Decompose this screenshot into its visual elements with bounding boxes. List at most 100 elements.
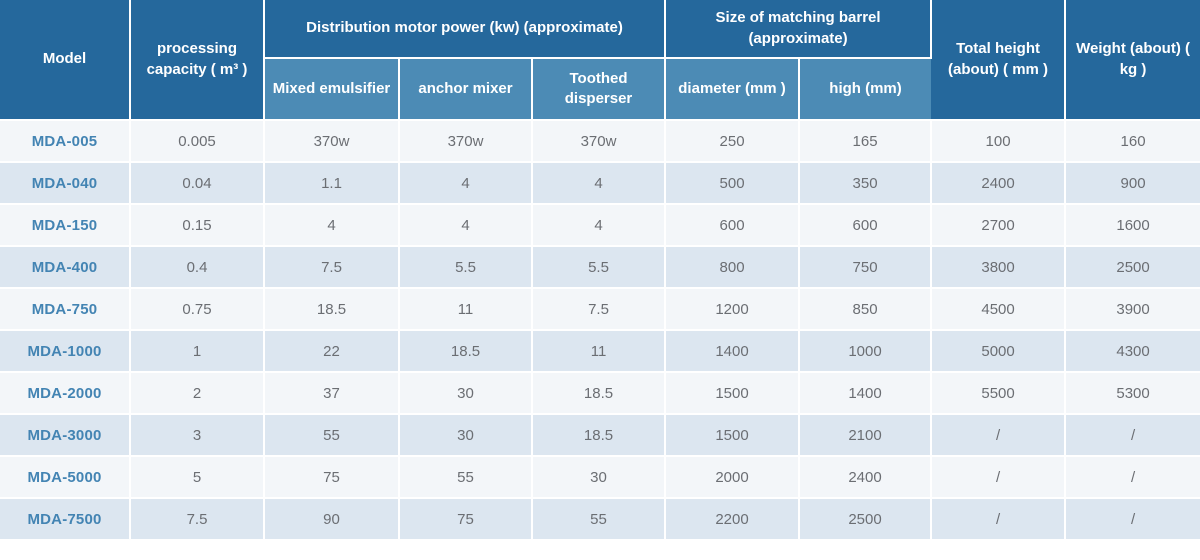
- value-cell-total-height: 2400: [931, 162, 1067, 205]
- col-header-total-height: Total height (about) ( mm ): [931, 0, 1067, 121]
- value-cell-total-height: 100: [931, 120, 1067, 163]
- value-cell-total-height: /: [931, 456, 1067, 499]
- table-row: MDA-1000 1 22 18.5 11 1400 1000 5000 4300: [0, 330, 1200, 373]
- value-cell-weight: 3900: [1065, 288, 1200, 331]
- value-cell-capacity: 1: [130, 330, 265, 373]
- value-cell-anchor: 30: [399, 414, 533, 457]
- value-cell-toothed: 30: [532, 456, 667, 499]
- value-cell-anchor: 30: [399, 372, 533, 415]
- table-row: MDA-3000 3 55 30 18.5 1500 2100//: [0, 414, 1200, 457]
- model-cell: MDA-5000: [0, 456, 131, 499]
- group-header-barrel-size: Size of matching barrel (approximate): [665, 0, 933, 59]
- model-cell: MDA-005: [0, 120, 131, 163]
- value-cell-toothed: 18.5: [532, 414, 667, 457]
- value-cell-high: 1400: [799, 372, 933, 415]
- value-cell-mixed: 18.5: [264, 288, 400, 331]
- table-header: Model processing capacity ( m³ ) Distrib…: [0, 0, 1200, 121]
- model-cell: MDA-750: [0, 288, 131, 331]
- table-row: MDA-750 0.75 18.5 11 7.5 1200 850 4500 3900: [0, 288, 1200, 331]
- value-cell-capacity: 0.04: [130, 162, 265, 205]
- value-cell-capacity: 0.15: [130, 204, 265, 247]
- group-header-motor-power: Distribution motor power (kw) (approxima…: [264, 0, 667, 59]
- value-cell-toothed: 7.5: [532, 288, 667, 331]
- value-cell-toothed: 55: [532, 498, 667, 541]
- value-cell-capacity: 0.75: [130, 288, 265, 331]
- table-row: MDA-005 0.005 370w 370w 370w 250 165 100 160: [0, 120, 1200, 163]
- value-cell-weight: 5300: [1065, 372, 1200, 415]
- model-cell: MDA-7500: [0, 498, 131, 541]
- col-header-anchor-mixer: anchor mixer: [399, 58, 533, 121]
- model-cell: MDA-1000: [0, 330, 131, 373]
- value-cell-diameter: 1500: [665, 372, 801, 415]
- value-cell-mixed: 4: [264, 204, 400, 247]
- value-cell-anchor: 5.5: [399, 246, 533, 289]
- col-header-weight: Weight (about) ( kg ): [1065, 0, 1200, 121]
- value-cell-anchor: 370w: [399, 120, 533, 163]
- value-cell-weight: 1600: [1065, 204, 1200, 247]
- value-cell-capacity: 3: [130, 414, 265, 457]
- value-cell-weight: /: [1065, 498, 1200, 541]
- value-cell-capacity: 7.5: [130, 498, 265, 541]
- value-cell-total-height: /: [931, 414, 1067, 457]
- model-cell: MDA-040: [0, 162, 131, 205]
- value-cell-diameter: 2000: [665, 456, 801, 499]
- value-cell-toothed: 4: [532, 204, 667, 247]
- table-row: MDA-7500 7.5 90 75 55 2200 2500//: [0, 498, 1200, 541]
- model-cell: MDA-400: [0, 246, 131, 289]
- col-header-mixed-emulsifier: Mixed emulsifier: [264, 58, 400, 121]
- model-cell: MDA-150: [0, 204, 131, 247]
- value-cell-diameter: 800: [665, 246, 801, 289]
- value-cell-anchor: 4: [399, 204, 533, 247]
- value-cell-mixed: 370w: [264, 120, 400, 163]
- value-cell-mixed: 75: [264, 456, 400, 499]
- value-cell-high: 1000: [799, 330, 933, 373]
- table-row: MDA-400 0.4 7.5 5.5 5.5 800 750 3800 2500: [0, 246, 1200, 289]
- value-cell-anchor: 4: [399, 162, 533, 205]
- value-cell-toothed: 5.5: [532, 246, 667, 289]
- value-cell-weight: 4300: [1065, 330, 1200, 373]
- value-cell-mixed: 7.5: [264, 246, 400, 289]
- value-cell-toothed: 370w: [532, 120, 667, 163]
- col-header-high: high (mm): [799, 58, 932, 121]
- value-cell-capacity: 0.4: [130, 246, 265, 289]
- table-body: MDA-005 0.005 370w 370w 370w 250 165 100 160 MDA-…: [0, 120, 1200, 541]
- value-cell-high: 600: [799, 204, 933, 247]
- value-cell-total-height: 2700: [931, 204, 1067, 247]
- table-row: MDA-2000 2 37 30 18.5 1500 1400 5500 5300: [0, 372, 1200, 415]
- value-cell-high: 2500: [799, 498, 933, 541]
- value-cell-diameter: 600: [665, 204, 801, 247]
- value-cell-capacity: 5: [130, 456, 265, 499]
- spec-table: Model processing capacity ( m³ ) Distrib…: [0, 0, 1200, 541]
- col-header-model: Model: [0, 0, 131, 121]
- value-cell-toothed: 4: [532, 162, 667, 205]
- value-cell-mixed: 1.1: [264, 162, 400, 205]
- value-cell-diameter: 1200: [665, 288, 801, 331]
- col-header-processing-capacity: processing capacity ( m³ ): [130, 0, 265, 121]
- value-cell-weight: 160: [1065, 120, 1200, 163]
- table-row: MDA-040 0.04 1.1 4 4 500 350 2400 900: [0, 162, 1200, 205]
- value-cell-anchor: 75: [399, 498, 533, 541]
- value-cell-anchor: 11: [399, 288, 533, 331]
- value-cell-high: 850: [799, 288, 933, 331]
- value-cell-toothed: 18.5: [532, 372, 667, 415]
- value-cell-total-height: 4500: [931, 288, 1067, 331]
- value-cell-toothed: 11: [532, 330, 667, 373]
- table-row: MDA-5000 5 75 55 30 2000 2400//: [0, 456, 1200, 499]
- table-row: MDA-150 0.15 4 4 4 600 600 2700 1600: [0, 204, 1200, 247]
- value-cell-high: 2400: [799, 456, 933, 499]
- value-cell-diameter: 2200: [665, 498, 801, 541]
- value-cell-mixed: 90: [264, 498, 400, 541]
- value-cell-weight: 900: [1065, 162, 1200, 205]
- value-cell-total-height: 5000: [931, 330, 1067, 373]
- value-cell-mixed: 22: [264, 330, 400, 373]
- value-cell-diameter: 1400: [665, 330, 801, 373]
- col-header-toothed-disperser: Toothed disperser: [532, 58, 667, 121]
- value-cell-total-height: 3800: [931, 246, 1067, 289]
- value-cell-high: 350: [799, 162, 933, 205]
- value-cell-diameter: 250: [665, 120, 801, 163]
- value-cell-anchor: 55: [399, 456, 533, 499]
- col-header-diameter: diameter (mm ): [665, 58, 801, 121]
- value-cell-high: 2100: [799, 414, 933, 457]
- model-cell: MDA-2000: [0, 372, 131, 415]
